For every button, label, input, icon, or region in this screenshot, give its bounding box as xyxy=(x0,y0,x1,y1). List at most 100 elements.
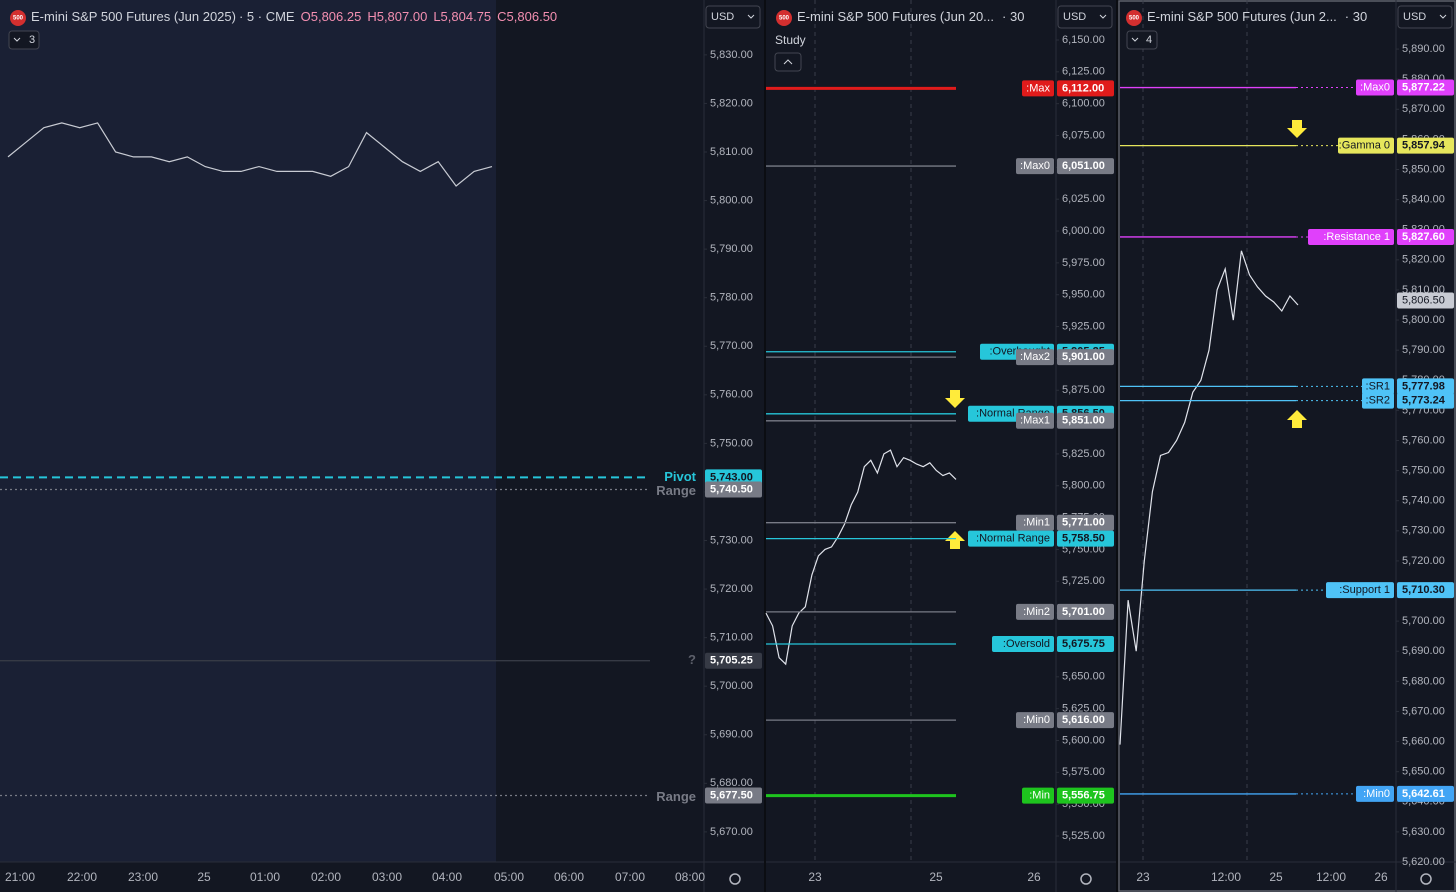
price-label-box xyxy=(1397,392,1454,409)
level-name: :Oversold xyxy=(1003,638,1050,650)
y-tick-label: 5,670.00 xyxy=(1402,705,1445,717)
y-tick-label: 5,625.00 xyxy=(1062,703,1105,715)
y-tick-label: 5,700.00 xyxy=(1402,615,1445,627)
level-name-box xyxy=(1016,412,1054,429)
y-tick-label: 6,125.00 xyxy=(1062,66,1105,78)
currency-select[interactable] xyxy=(1397,5,1453,29)
level-name: :Normal Range xyxy=(976,533,1050,545)
indicator-count: 3 xyxy=(29,34,35,46)
price-label: 5,743.00 xyxy=(710,471,753,483)
indicator-toggle[interactable] xyxy=(8,30,40,50)
y-tick-label: 5,780.00 xyxy=(710,292,753,304)
settings-icon[interactable] xyxy=(1080,873,1092,885)
y-tick-label: 5,800.00 xyxy=(710,194,753,206)
price-label: 5,710.30 xyxy=(1402,584,1445,596)
y-tick-label: 5,820.00 xyxy=(710,97,753,109)
y-tick-label: 5,575.00 xyxy=(1062,766,1105,778)
price-label-box xyxy=(1057,514,1114,531)
y-tick-label: 5,700.00 xyxy=(710,680,753,692)
y-tick-label: 5,740.00 xyxy=(1402,495,1445,507)
y-tick-label: 5,650.00 xyxy=(1062,671,1105,683)
x-tick-label: 04:00 xyxy=(432,870,462,884)
x-tick-label: 25 xyxy=(1269,870,1283,884)
symbol-badge[interactable] xyxy=(776,10,792,26)
y-tick-label: 5,875.00 xyxy=(1062,384,1105,396)
currency-select[interactable] xyxy=(1057,5,1113,29)
price-label: 5,827.60 xyxy=(1402,231,1445,243)
y-tick-label: 5,975.00 xyxy=(1062,257,1105,269)
active-panel-frame xyxy=(1118,0,1456,892)
price-label-box xyxy=(1057,787,1114,804)
currency: USD xyxy=(1063,11,1086,23)
x-tick-label: 12:00 xyxy=(1211,870,1241,884)
header: E-mini S&P 500 Futures (Jun 2... · 30 xyxy=(1147,9,1367,24)
chevron-icon xyxy=(1099,14,1107,19)
symbol-title: E-mini S&P 500 Futures (Jun 2... xyxy=(1147,9,1337,24)
settings-icon[interactable] xyxy=(1420,873,1432,885)
price-label-box xyxy=(1397,137,1454,154)
currency-select[interactable] xyxy=(705,5,761,29)
session-shade xyxy=(0,0,496,862)
price-label: 5,677.50 xyxy=(710,789,753,801)
price-label: 6,112.00 xyxy=(1062,82,1104,94)
price-label-box xyxy=(1397,228,1454,245)
level-name: ? xyxy=(688,652,696,667)
level-name-box xyxy=(1022,787,1054,804)
level-name-box xyxy=(1356,79,1394,96)
x-tick-label: 26 xyxy=(1374,870,1388,884)
y-tick-label: 5,890.00 xyxy=(1402,43,1445,55)
ohlc-close: C5,806.50 xyxy=(497,9,557,24)
price-label-box xyxy=(1057,349,1114,366)
y-tick-label: 5,800.00 xyxy=(1402,314,1445,326)
price-label: 5,642.61 xyxy=(1402,788,1445,800)
indicator-toggle[interactable] xyxy=(1126,30,1158,50)
y-tick-label: 5,750.00 xyxy=(710,437,753,449)
collapse-button[interactable] xyxy=(774,52,802,72)
level-name: Range xyxy=(656,789,696,804)
symbol-badge[interactable] xyxy=(10,10,26,26)
arrow-up-icon xyxy=(1287,410,1307,428)
y-tick-label: 5,620.00 xyxy=(1402,856,1445,868)
settings-icon[interactable] xyxy=(729,873,741,885)
price-label-box xyxy=(1057,80,1114,97)
y-tick-label: 6,025.00 xyxy=(1062,193,1105,205)
badge-text: 500 xyxy=(779,16,790,22)
price-label-box xyxy=(705,481,762,498)
currency: USD xyxy=(711,11,734,23)
price-label-box xyxy=(1057,603,1114,620)
y-tick-label: 5,680.00 xyxy=(1402,675,1445,687)
y-tick-label: 5,790.00 xyxy=(710,243,753,255)
x-tick-label: 26 xyxy=(1027,870,1041,884)
level-name: :Max xyxy=(1026,82,1050,94)
y-tick-label: 5,870.00 xyxy=(1402,103,1445,115)
header: E-mini S&P 500 Futures (Jun 20... · 30 xyxy=(797,9,1024,24)
level-name: :Max2 xyxy=(1020,351,1050,363)
level-name-box xyxy=(1016,158,1054,175)
x-tick-label: 21:00 xyxy=(5,870,35,884)
level-name: :Min2 xyxy=(1023,606,1050,618)
x-tick-label: 03:00 xyxy=(372,870,402,884)
arrow-up-icon xyxy=(945,531,965,549)
symbol-badge[interactable] xyxy=(1126,10,1142,26)
y-tick-label: 5,925.00 xyxy=(1062,320,1105,332)
price-line xyxy=(765,449,957,666)
price-label-box xyxy=(1397,582,1454,599)
chevron-icon xyxy=(747,14,755,19)
level-name: :Max0 xyxy=(1020,160,1050,172)
level-name-box xyxy=(1338,137,1394,154)
price-label: 5,675.75 xyxy=(1062,638,1105,650)
price-label: 5,777.98 xyxy=(1402,380,1445,392)
price-label: 5,901.00 xyxy=(1062,351,1105,363)
price-label-box xyxy=(705,469,762,486)
price-label: 5,773.24 xyxy=(1402,395,1446,407)
y-tick-label: 5,690.00 xyxy=(1402,645,1445,657)
price-label-box xyxy=(1057,412,1114,429)
price-label-box xyxy=(1057,530,1114,547)
x-tick-label: 23 xyxy=(808,870,822,884)
ohlc-open: O5,806.25 xyxy=(301,9,362,24)
y-tick-label: 5,725.00 xyxy=(1062,575,1105,587)
last-price-label: 5,806.50 xyxy=(1402,294,1445,306)
interval: · 30 xyxy=(1002,9,1024,24)
price-line xyxy=(1119,250,1299,745)
